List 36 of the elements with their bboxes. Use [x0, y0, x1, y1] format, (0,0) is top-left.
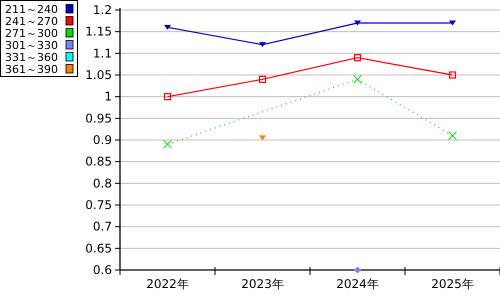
legend-label: 211～240 [5, 3, 58, 16]
point [354, 20, 361, 26]
x-tick-label: 2025年 [431, 277, 474, 291]
y-tick-label: 0.75 [85, 198, 112, 212]
y-tick-label: 1.05 [85, 68, 112, 82]
y-tick-label: 1.15 [85, 24, 112, 39]
point [163, 140, 172, 149]
legend-label: 301～330 [5, 39, 58, 52]
x-tick-label: 2022年 [146, 277, 189, 291]
y-tick-label: 0.6 [92, 263, 112, 277]
point [258, 76, 266, 83]
y-tick-label: 1 [104, 90, 112, 104]
legend-label: 361～390 [5, 63, 58, 76]
y-tick-label: 0.85 [85, 154, 112, 169]
point [354, 266, 361, 274]
y-tick-label: 1.1 [92, 46, 112, 60]
point [164, 24, 171, 30]
point [259, 135, 266, 140]
point [449, 20, 456, 26]
point [353, 74, 362, 84]
x-tick-label: 2024年 [336, 277, 379, 291]
x-tick-label: 2023年 [241, 277, 284, 291]
point [448, 71, 456, 79]
legend-label: 271～300 [5, 27, 58, 40]
y-tick-label: 0.65 [85, 241, 112, 256]
point [354, 54, 362, 62]
y-tick-label: 1.2 [92, 3, 112, 17]
y-tick-label: 0.8 [92, 176, 112, 190]
point [259, 42, 266, 48]
y-tick-label: 0.9 [92, 133, 112, 147]
point [164, 93, 172, 100]
y-tick-label: 0.95 [85, 111, 112, 126]
legend-label: 331～360 [5, 51, 58, 64]
y-tick-label: 0.7 [92, 220, 112, 234]
legend-label: 241～270 [5, 15, 58, 28]
point [448, 131, 457, 140]
